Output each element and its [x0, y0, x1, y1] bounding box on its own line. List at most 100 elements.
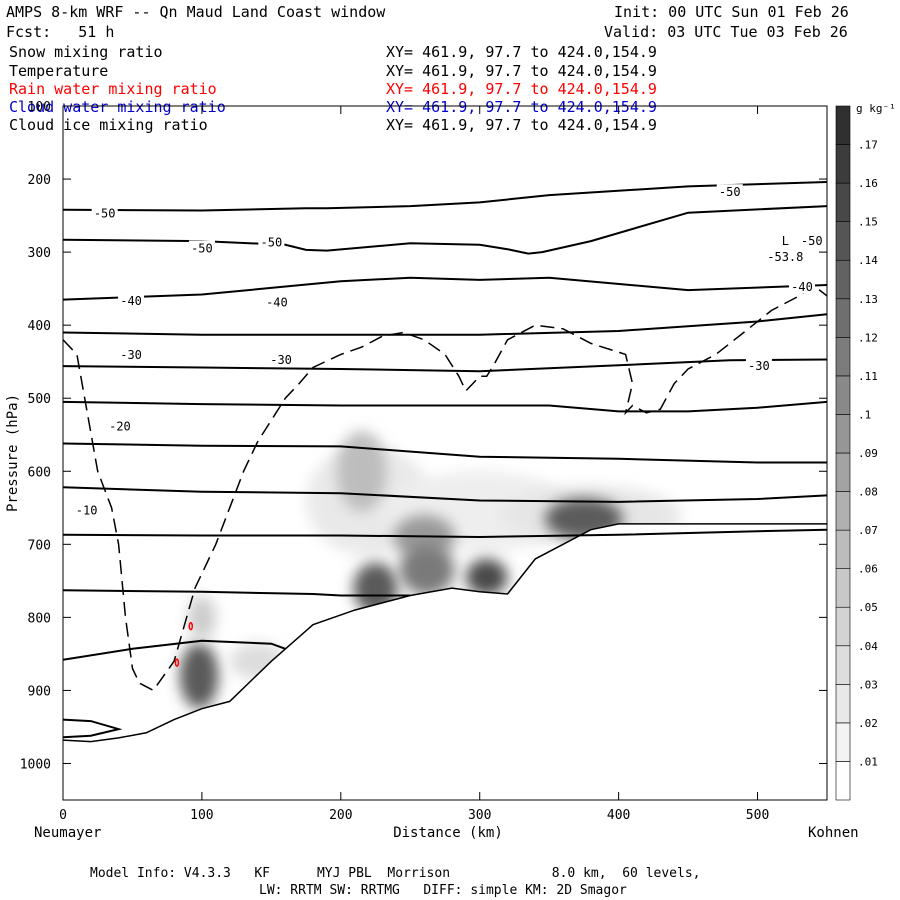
isotherm-label-bg-0	[91, 205, 118, 220]
legend-cloud-water-xy: XY= 461.9, 97.7 to 424.0,154.9	[386, 98, 657, 116]
colorbar-bin-6	[835, 529, 851, 569]
y-tick-label-600: 600	[28, 465, 51, 480]
colorbar-tick-6: .07	[858, 524, 878, 537]
y-tick-label-800: 800	[28, 611, 51, 626]
cloud-shade-4	[353, 562, 398, 614]
isotherm-11	[63, 718, 123, 739]
colorbar-tick-15: .16	[858, 177, 878, 190]
legend-cloud-ice-xy: XY= 461.9, 97.7 to 424.0,154.9	[386, 116, 657, 134]
isotherm-3	[63, 313, 827, 336]
model-info-line1: Model Info: V4.3.3 KF MYJ PBL Morrison 8…	[90, 866, 701, 881]
colorbar-tick-2: .03	[858, 678, 878, 691]
colorbar-bin-4	[835, 606, 851, 647]
colorbar-tick-16: .17	[858, 139, 878, 152]
isotherm-label-bg-8	[118, 347, 145, 362]
isotherm-label-7: -40	[791, 280, 813, 294]
legend-snow: Snow mixing ratio	[9, 43, 163, 61]
colorbar-bin-3	[835, 645, 851, 685]
isotherm-8	[63, 528, 827, 539]
legend-cloud-water: Cloud water mixing ratio	[9, 98, 226, 116]
isotherm-label-3: -50	[719, 185, 741, 199]
isotherm-4	[63, 358, 827, 373]
colorbar-tick-1: .02	[858, 717, 878, 730]
chart-title: AMPS 8-km WRF -- Qn Maud Land Coast wind…	[6, 3, 386, 21]
y-tick-label-1000: 1000	[20, 757, 51, 772]
cloud-shade-3	[336, 431, 387, 512]
x-tick-label-200: 200	[329, 808, 352, 823]
valid-time: Valid: 03 UTC Tue 03 Feb 26	[604, 23, 848, 41]
y-tick-label-300: 300	[28, 246, 51, 261]
colorbar-tick-0: .01	[858, 755, 878, 768]
right-end-label: Kohnen	[808, 825, 859, 841]
legend-temperature: Temperature	[9, 62, 109, 80]
isotherm-label-bg-12	[73, 502, 100, 517]
isotherm-label-bg-5	[118, 293, 145, 308]
cloud-shade-6	[399, 544, 455, 596]
colorbar-bin-9	[835, 414, 851, 454]
left-end-label: Neumayer	[34, 825, 101, 841]
colorbar-tick-5: .06	[858, 563, 878, 576]
isotherm-label-bg-3	[716, 184, 743, 199]
y-tick-label-400: 400	[28, 319, 51, 334]
colorbar-tick-4: .05	[858, 601, 878, 614]
isotherm-label-bg-7	[788, 279, 815, 294]
isotherm-label-12: -10	[76, 504, 98, 518]
colorbar-bin-8	[835, 452, 851, 492]
rain-water-mark-1	[174, 658, 180, 667]
colorbar-bin-7	[835, 491, 851, 531]
terrain-mask	[63, 523, 827, 800]
isotherm-label-bg-10	[745, 358, 772, 373]
isotherm-0	[63, 181, 827, 212]
colorbar-bin-14	[835, 221, 851, 261]
y-tick-label-500: 500	[28, 392, 51, 407]
isotherm-label-0: -50	[94, 206, 116, 220]
y-tick-label-900: 900	[28, 684, 51, 699]
isotherm-label-8: -30	[120, 348, 142, 362]
colorbar-tick-3: .04	[858, 640, 878, 653]
colorbar-bin-5	[835, 568, 851, 608]
isotherm-label-bg-11	[106, 418, 133, 433]
colorbar-tick-8: .09	[858, 447, 878, 460]
isotherm-label-2: -50	[261, 236, 283, 250]
isotherm-label-1: -50	[191, 241, 213, 255]
y-tick-label-700: 700	[28, 538, 51, 553]
x-tick-label-0: 0	[59, 808, 67, 823]
isotherm-label-10: -30	[748, 359, 770, 373]
colorbar-tick-13: .14	[858, 254, 878, 267]
isotherm-9	[63, 589, 411, 597]
legend-cloud-ice: Cloud ice mixing ratio	[9, 116, 208, 134]
colorbar-tick-14: .15	[858, 216, 878, 229]
colorbar-bin-13	[835, 259, 851, 300]
y-tick-label-100: 100	[28, 100, 51, 115]
legend-snow-xy: XY= 461.9, 97.7 to 424.0,154.9	[386, 43, 657, 61]
colorbar-tick-9: .1	[858, 408, 871, 421]
isotherm-2	[63, 276, 827, 301]
forecast-hour: Fcst: 51 h	[6, 23, 115, 41]
isotherm-label-5: -40	[120, 294, 142, 308]
colorbar-bin-12	[835, 298, 851, 338]
plot-frame	[62, 105, 828, 801]
legend-temperature-xy: XY= 461.9, 97.7 to 424.0,154.9	[386, 62, 657, 80]
cloud-ice-outline	[63, 284, 827, 692]
colorbar-tick-7: .08	[858, 486, 878, 499]
isotherm-10	[63, 639, 286, 661]
isotherm-label-11: -20	[109, 420, 131, 434]
cloud-shade-9	[179, 642, 219, 709]
isotherm-label-bg-9	[268, 352, 295, 367]
isotherm-label-6: -40	[266, 296, 288, 310]
low-marker-symbol: L	[782, 234, 789, 248]
isotherm-label-bg-2	[258, 234, 285, 249]
isotherm-label-bg-4	[798, 233, 825, 248]
isotherm-5	[63, 400, 827, 413]
isotherm-6	[63, 442, 827, 464]
colorbar-bin-16	[835, 144, 851, 184]
x-tick-label-400: 400	[607, 808, 630, 823]
x-axis-label: Distance (km)	[393, 825, 503, 841]
cloud-shade-10	[188, 595, 216, 640]
x-tick-label-500: 500	[746, 808, 769, 823]
legend-rain-xy: XY= 461.9, 97.7 to 424.0,154.9	[386, 80, 657, 98]
x-tick-label-100: 100	[190, 808, 213, 823]
colorbar-bin-11	[835, 337, 851, 377]
